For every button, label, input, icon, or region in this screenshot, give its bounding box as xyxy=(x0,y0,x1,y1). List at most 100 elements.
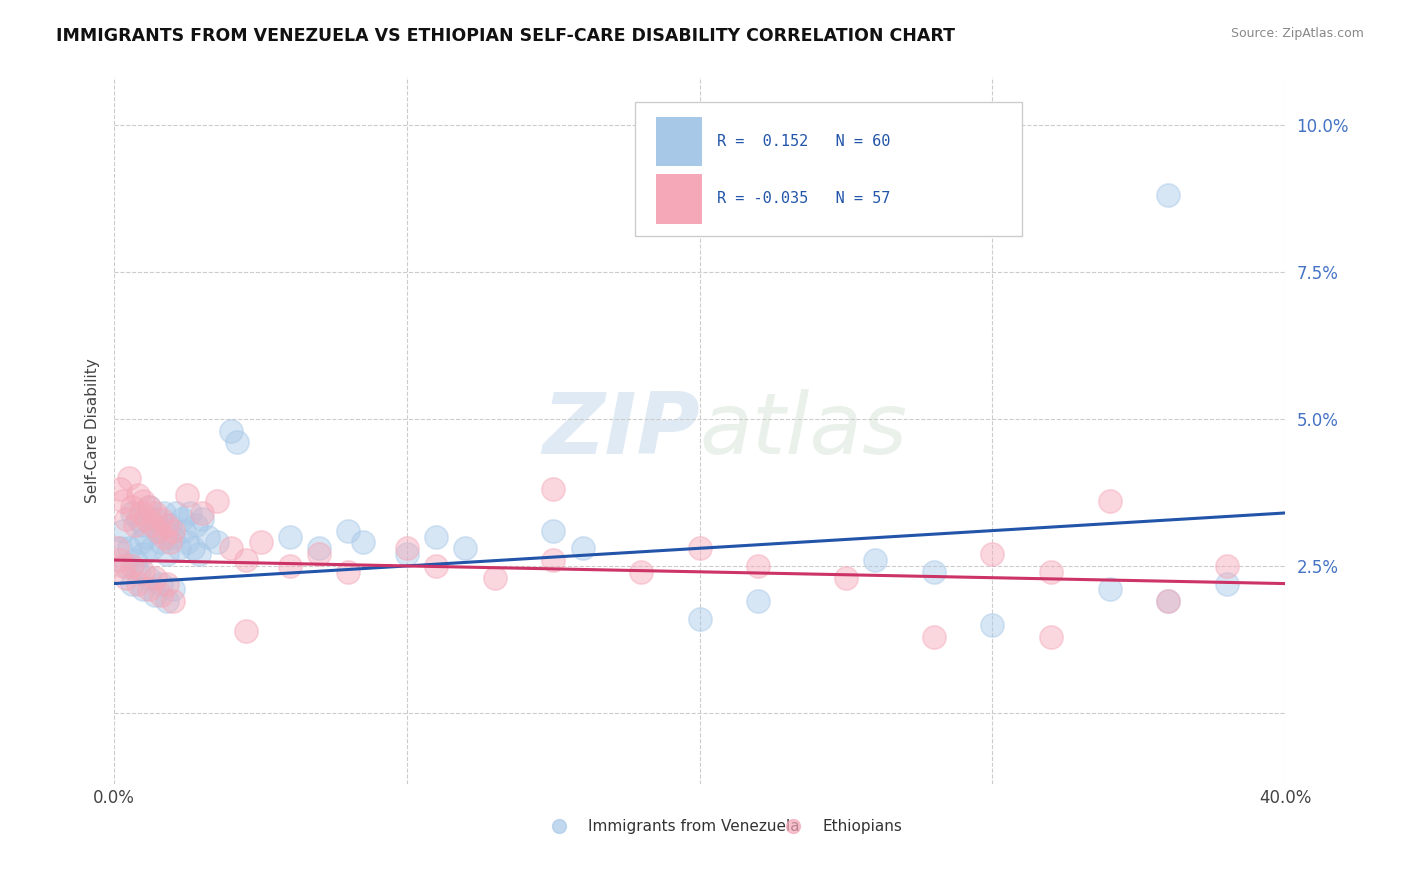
Point xyxy=(1157,594,1180,608)
Point xyxy=(543,483,565,497)
Point xyxy=(188,547,211,561)
Point xyxy=(1098,494,1121,508)
Point xyxy=(173,524,195,538)
Point xyxy=(156,547,179,561)
Point xyxy=(159,517,181,532)
Point xyxy=(689,541,711,556)
Point xyxy=(121,500,143,514)
Point xyxy=(143,571,166,585)
Point xyxy=(138,571,160,585)
Point xyxy=(150,535,173,549)
Point xyxy=(135,529,157,543)
Point xyxy=(179,506,201,520)
Point xyxy=(132,517,155,532)
Point xyxy=(108,553,131,567)
Point xyxy=(121,576,143,591)
Point xyxy=(425,558,447,573)
Y-axis label: Self-Care Disability: Self-Care Disability xyxy=(86,359,100,503)
Point xyxy=(121,506,143,520)
Point xyxy=(165,506,187,520)
Point xyxy=(124,553,146,567)
Point xyxy=(395,541,418,556)
Text: R = -0.035   N = 57: R = -0.035 N = 57 xyxy=(717,192,890,206)
Point xyxy=(308,547,330,561)
Point xyxy=(143,512,166,526)
Point xyxy=(156,517,179,532)
Point xyxy=(1157,594,1180,608)
Point xyxy=(235,553,257,567)
Point xyxy=(146,524,169,538)
Point xyxy=(132,582,155,597)
Point xyxy=(425,529,447,543)
Point xyxy=(337,565,360,579)
Point xyxy=(278,558,301,573)
Point xyxy=(118,541,141,556)
Point xyxy=(127,576,149,591)
Text: atlas: atlas xyxy=(700,389,908,472)
Point xyxy=(143,506,166,520)
Point xyxy=(118,470,141,484)
Point xyxy=(337,524,360,538)
Point xyxy=(127,565,149,579)
Text: R =  0.152   N = 60: R = 0.152 N = 60 xyxy=(717,134,890,149)
Point xyxy=(150,512,173,526)
Point xyxy=(127,488,149,502)
Point xyxy=(221,424,243,438)
Point xyxy=(156,594,179,608)
Text: ZIP: ZIP xyxy=(543,389,700,472)
Point xyxy=(138,500,160,514)
Point xyxy=(111,524,134,538)
Point xyxy=(150,588,173,602)
Point xyxy=(115,558,138,573)
Point xyxy=(186,517,208,532)
Point xyxy=(543,524,565,538)
Point xyxy=(138,500,160,514)
Point xyxy=(197,529,219,543)
Point xyxy=(191,512,214,526)
Point xyxy=(1215,558,1237,573)
Text: Source: ZipAtlas.com: Source: ZipAtlas.com xyxy=(1230,27,1364,40)
Point xyxy=(156,576,179,591)
Point xyxy=(162,594,184,608)
Point xyxy=(454,541,477,556)
Point xyxy=(922,565,945,579)
Point xyxy=(205,494,228,508)
Point xyxy=(1157,188,1180,202)
Point xyxy=(922,630,945,644)
Point xyxy=(108,541,131,556)
Point xyxy=(127,512,149,526)
Point xyxy=(630,565,652,579)
Point xyxy=(162,582,184,597)
Point xyxy=(162,529,184,543)
Point xyxy=(132,565,155,579)
Point xyxy=(835,571,858,585)
Point xyxy=(129,506,152,520)
Point xyxy=(205,535,228,549)
Point xyxy=(1040,565,1063,579)
Point xyxy=(181,541,204,556)
FancyBboxPatch shape xyxy=(657,117,702,167)
Point xyxy=(865,553,887,567)
FancyBboxPatch shape xyxy=(657,174,702,224)
Point xyxy=(981,617,1004,632)
Point xyxy=(235,624,257,638)
Text: IMMIGRANTS FROM VENEZUELA VS ETHIOPIAN SELF-CARE DISABILITY CORRELATION CHART: IMMIGRANTS FROM VENEZUELA VS ETHIOPIAN S… xyxy=(56,27,955,45)
Point xyxy=(138,582,160,597)
Point xyxy=(747,558,769,573)
Point xyxy=(129,535,152,549)
Point xyxy=(689,612,711,626)
Point xyxy=(132,547,155,561)
Point xyxy=(150,576,173,591)
Point xyxy=(484,571,506,585)
Point xyxy=(170,512,193,526)
Text: Ethiopians: Ethiopians xyxy=(823,819,903,833)
Point xyxy=(153,529,176,543)
Point xyxy=(1098,582,1121,597)
FancyBboxPatch shape xyxy=(636,103,1022,236)
Point xyxy=(167,541,190,556)
Point xyxy=(226,435,249,450)
Point xyxy=(146,524,169,538)
Point xyxy=(135,512,157,526)
Text: Immigrants from Venezuela: Immigrants from Venezuela xyxy=(589,819,800,833)
Point xyxy=(159,535,181,549)
